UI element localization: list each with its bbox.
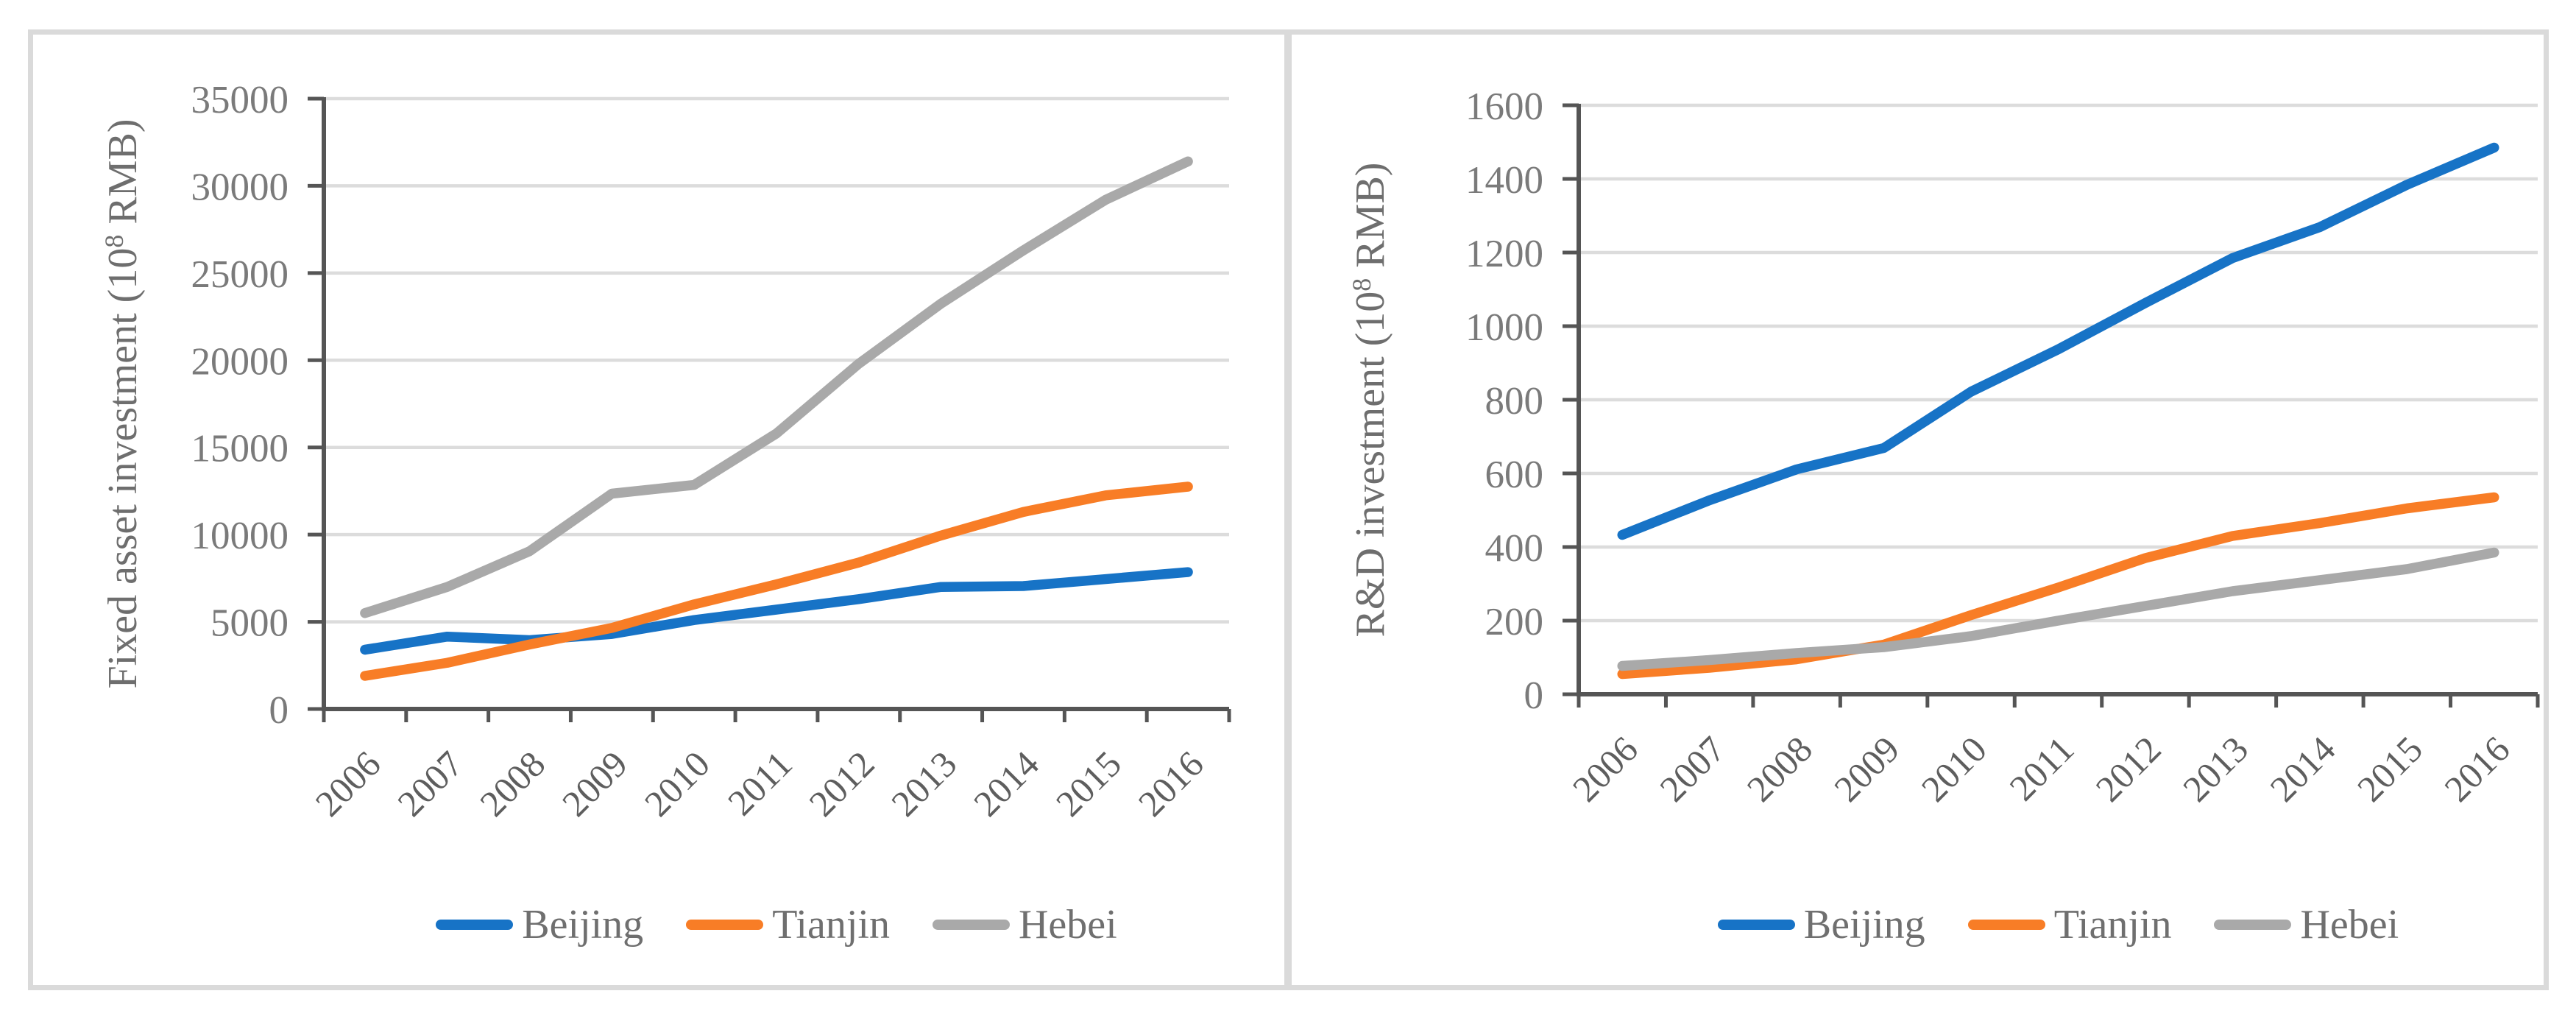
legend-swatch-hebei (2214, 920, 2292, 930)
legend-swatch-beijing (436, 920, 514, 930)
x-tick-label: 2007 (1652, 728, 1733, 809)
legend-label: Beijing (1803, 902, 1925, 948)
legend-swatch-tianjin (1967, 920, 2045, 930)
y-axis-title: Fixed asset investment (108 RMB) (99, 119, 146, 689)
x-ticks (1577, 694, 2540, 708)
x-ticks (322, 709, 1231, 722)
figure-border-box: 0 5000 10000 15000 20000 25000 30000 35000 2006 2… (28, 29, 2549, 990)
y-tick-label: 35000 (191, 79, 289, 121)
y-tick-label: 25000 (191, 253, 289, 296)
series-line-hebei (360, 156, 1193, 618)
x-tick-label: 2016 (1130, 743, 1211, 824)
y-tick-label: 5000 (210, 602, 289, 645)
legend-label: Hebei (2300, 902, 2399, 948)
legend-swatch-beijing (1717, 920, 1795, 930)
y-tick-label: 20000 (191, 340, 289, 383)
legend-label: Beijing (522, 902, 644, 948)
legend-swatch-tianjin (686, 920, 764, 930)
y-tick-label: 10000 (191, 515, 289, 557)
gridlines (324, 96, 1229, 624)
x-tick-label: 2016 (2436, 728, 2517, 809)
legend-item-hebei: Hebei (932, 902, 1117, 948)
fixed-asset-investment-chart: 0 5000 10000 15000 20000 25000 30000 35000 2006 2… (33, 35, 1284, 985)
x-tick-label: 2013 (883, 743, 964, 824)
x-tick-label: 2010 (637, 743, 718, 824)
x-labels: 2006 2007 2008 2009 2010 2011 2012 2013 2014 2015… (1565, 728, 2518, 809)
series-line-tianjin (1617, 492, 2499, 680)
rd-legend: Beijing Tianjin Hebei (1579, 903, 2538, 947)
y-tick-label: 15000 (191, 428, 289, 470)
x-tick-label: 2011 (720, 743, 800, 823)
x-tick-label: 2006 (307, 743, 388, 824)
x-tick-label: 2015 (2349, 728, 2430, 809)
x-tick-label: 2006 (1565, 728, 1646, 809)
y-tick-label: 1400 (1465, 159, 1543, 202)
series-line-beijing (360, 567, 1193, 655)
x-tick-label: 2008 (1739, 728, 1820, 809)
x-tick-label: 2009 (1826, 728, 1907, 809)
y-ticks: 0 200 400 600 800 1000 1200 1400 1600 (1465, 85, 1579, 717)
y-tick-label: 0 (1524, 674, 1544, 717)
x-tick-label: 2014 (966, 743, 1047, 824)
y-ticks: 0 5000 10000 15000 20000 25000 30000 35000 (191, 79, 324, 732)
y-tick-label: 0 (269, 689, 289, 732)
x-tick-label: 2007 (389, 743, 470, 824)
x-tick-label: 2010 (1914, 728, 1995, 809)
gridlines (1579, 103, 2538, 623)
legend-item-tianjin: Tianjin (686, 904, 890, 945)
legend-swatch-hebei (932, 920, 1010, 930)
legend-item-beijing: Beijing (436, 904, 643, 945)
x-tick-label: 2014 (2262, 728, 2343, 809)
legend-item-hebei: Hebei (2214, 904, 2399, 945)
y-tick-label: 1000 (1465, 306, 1543, 349)
x-tick-label: 2011 (2001, 728, 2081, 808)
series-line-hebei (1617, 547, 2499, 671)
x-tick-label: 2008 (472, 743, 553, 824)
y-tick-label: 600 (1485, 454, 1544, 496)
y-tick-label: 400 (1485, 527, 1544, 570)
series-line-tianjin (360, 481, 1193, 681)
y-tick-label: 1200 (1465, 233, 1543, 275)
legend-item-beijing: Beijing (1717, 902, 1925, 948)
rd-investment-chart: 0 200 400 600 800 1000 1200 1400 1600 2006 2007 200… (1284, 35, 2543, 985)
legend-label: Tianjin (772, 902, 890, 948)
x-tick-label: 2009 (554, 743, 635, 824)
series-line-beijing (1617, 142, 2499, 540)
y-tick-label: 800 (1485, 380, 1544, 423)
x-tick-label: 2012 (801, 743, 882, 824)
y-tick-label: 200 (1485, 601, 1544, 643)
x-labels: 2006 2007 2008 2009 2010 2011 2012 2013 2014 2015… (307, 743, 1211, 824)
legend-item-tianjin: Tianjin (1967, 902, 2172, 948)
x-tick-label: 2013 (2175, 728, 2256, 809)
x-tick-label: 2015 (1048, 743, 1129, 824)
x-tick-label: 2012 (2087, 728, 2168, 809)
y-tick-label: 30000 (191, 166, 289, 208)
legend-label: Tianjin (2053, 902, 2172, 948)
fixed-asset-legend: Beijing Tianjin Hebei (324, 903, 1229, 947)
y-axis-title: R&D investment (108 RMB) (1347, 163, 1393, 638)
legend-label: Hebei (1018, 902, 1117, 948)
y-tick-label: 1600 (1465, 85, 1543, 128)
